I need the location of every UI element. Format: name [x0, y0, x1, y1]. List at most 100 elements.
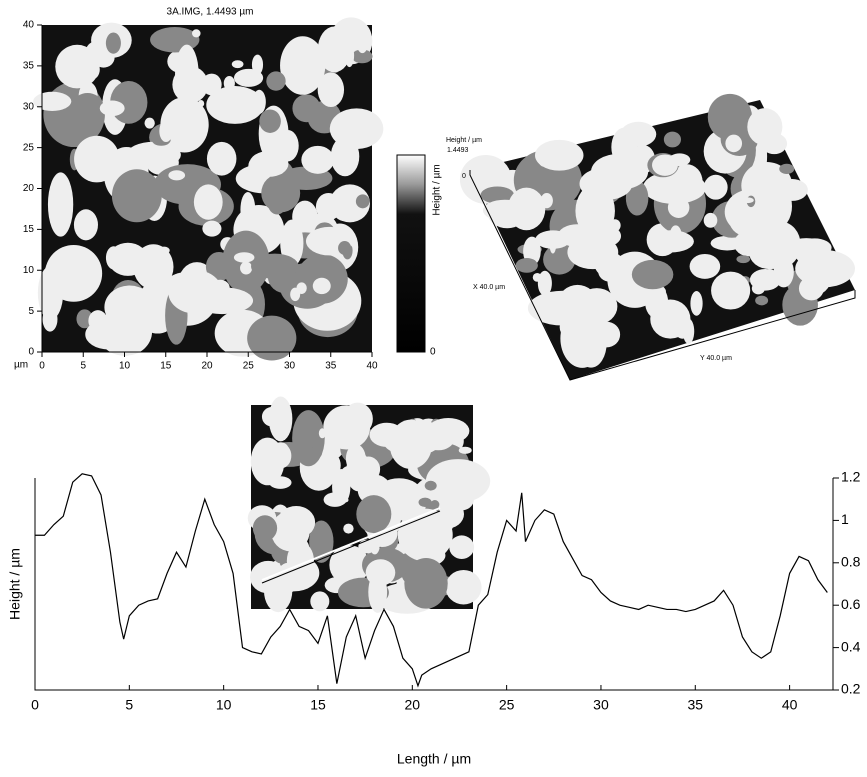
- texture-blob: [240, 192, 256, 227]
- texture-blob: [111, 169, 162, 223]
- texture-blob: [85, 319, 132, 350]
- colorbar-min: 0: [430, 347, 436, 358]
- texture-blob: [223, 75, 235, 91]
- texture-blob: [105, 32, 121, 54]
- texture-blob: [295, 79, 309, 93]
- x-tick-label: 5: [125, 697, 133, 713]
- texture-blob: [105, 246, 122, 270]
- texture-blob: [190, 287, 254, 315]
- texture-blob: [690, 291, 703, 316]
- texture-blob: [549, 236, 557, 254]
- surface-frame: [469, 170, 856, 381]
- y-tick-label: 40: [23, 20, 35, 31]
- texture-blob: [594, 251, 625, 278]
- texture-blob: [674, 315, 691, 339]
- colorbar: [396, 154, 426, 353]
- plot-frame: [34, 478, 834, 691]
- texture-blob: [47, 172, 74, 237]
- texture-blob: [430, 499, 440, 509]
- texture-blob: [168, 170, 186, 181]
- x-tick-label: 15: [160, 361, 172, 372]
- texture-blob: [145, 144, 174, 175]
- afm-title: 3A.IMG, 1.4493 µm: [167, 7, 254, 18]
- texture-blob: [329, 108, 384, 150]
- texture-blob: [773, 256, 794, 288]
- texture-blob: [192, 29, 201, 38]
- texture-blob: [309, 520, 334, 563]
- texture-blob: [231, 60, 244, 69]
- texture-blob: [358, 539, 376, 554]
- texture-blob: [404, 526, 426, 537]
- texture-blob: [766, 225, 777, 244]
- y-tick-label: 35: [23, 61, 35, 72]
- texture-blob: [356, 495, 392, 534]
- texture-blob: [280, 36, 326, 95]
- texture-blob: [779, 163, 795, 175]
- surface-z-label: Height / µm: [446, 137, 482, 144]
- x-tick-label: 5: [80, 361, 86, 372]
- texture-blob: [397, 508, 453, 562]
- texture-blob: [323, 405, 371, 450]
- texture-blob: [252, 515, 278, 542]
- texture-blob: [37, 266, 64, 320]
- inset-texture: [247, 396, 491, 614]
- y-tick-label: 20: [23, 183, 35, 194]
- texture-blob: [575, 317, 607, 368]
- texture-blob: [310, 445, 323, 460]
- texture-blob: [60, 118, 74, 126]
- texture-blob: [703, 174, 728, 200]
- colorbar-label: Height / µm: [432, 164, 443, 215]
- texture-blob: [249, 151, 289, 177]
- x-tick-label: 35: [687, 697, 703, 713]
- texture-blob: [206, 86, 264, 124]
- texture-blob: [233, 252, 255, 263]
- texture-blob: [507, 187, 546, 231]
- texture-blob: [266, 71, 286, 91]
- texture-blob: [798, 276, 824, 301]
- texture-blob: [175, 44, 199, 103]
- texture-blob: [755, 295, 769, 306]
- y-tick-label: 0.8: [841, 554, 861, 570]
- texture-blob: [703, 212, 718, 228]
- texture-blob: [535, 139, 584, 171]
- texture-blob: [269, 476, 292, 489]
- x-tick-label: 35: [325, 361, 337, 372]
- texture-blob: [206, 141, 237, 176]
- y-tick-label: 5: [28, 306, 34, 317]
- x-tick-label: 40: [366, 361, 378, 372]
- texture-blob: [263, 217, 271, 229]
- texture-blob: [449, 535, 475, 560]
- texture-blob: [667, 197, 690, 218]
- texture-blob: [73, 209, 98, 241]
- texture-blob: [317, 72, 345, 108]
- y-tick-label: 25: [23, 142, 35, 153]
- x-tick-label: 30: [593, 697, 609, 713]
- texture-blob: [760, 183, 792, 229]
- texture-blob: [318, 451, 341, 480]
- texture-blob: [663, 131, 681, 148]
- texture-blob: [74, 135, 120, 183]
- texture-blob: [99, 100, 125, 117]
- texture-blob: [338, 43, 352, 60]
- x-tick-label: 20: [405, 697, 421, 713]
- texture-blob: [642, 171, 706, 204]
- texture-blob: [424, 480, 437, 491]
- texture-blob: [343, 523, 354, 534]
- surface-x-label: X 40.0 µm: [473, 284, 505, 291]
- surface-y-label: Y 40.0 µm: [700, 355, 732, 362]
- texture-blob: [144, 117, 155, 129]
- x-tick-label: 25: [499, 697, 515, 713]
- texture-blob: [447, 489, 474, 511]
- texture-blob: [576, 288, 618, 325]
- texture-blob: [668, 153, 691, 167]
- texture-blob: [418, 497, 432, 507]
- texture-blob: [707, 93, 753, 141]
- texture-blob: [351, 49, 373, 64]
- texture-blob: [158, 246, 170, 255]
- surface-z-min: 0: [462, 173, 466, 180]
- texture-blob: [822, 256, 846, 276]
- texture-blob: [747, 108, 783, 146]
- texture-blob: [202, 220, 222, 237]
- texture-blob: [515, 258, 538, 273]
- texture-blob: [631, 259, 674, 290]
